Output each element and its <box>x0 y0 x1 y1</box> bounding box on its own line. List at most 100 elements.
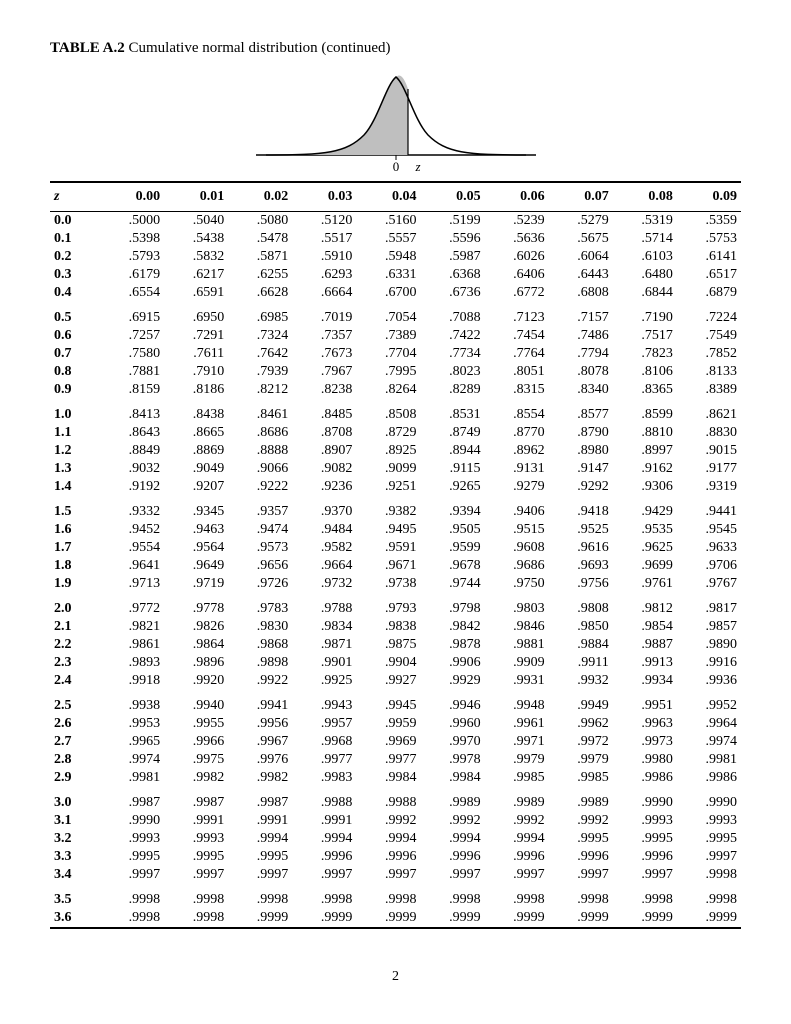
cell: .7852 <box>677 345 741 363</box>
cell: .9975 <box>164 751 228 769</box>
cell: .8980 <box>549 442 613 460</box>
table-row: 1.8.9641.9649.9656.9664.9671.9678.9686.9… <box>50 557 741 575</box>
axis-z-label: z <box>414 159 420 174</box>
cell: .9994 <box>228 830 292 848</box>
table-row: 2.7.9965.9966.9967.9968.9969.9970.9971.9… <box>50 733 741 751</box>
cell: .9887 <box>613 636 677 654</box>
cell: .9505 <box>420 521 484 539</box>
cell: .9441 <box>677 496 741 521</box>
cell: .9999 <box>228 909 292 928</box>
cell: .9750 <box>485 575 549 593</box>
cell: .9997 <box>485 866 549 884</box>
cell: .9664 <box>292 557 356 575</box>
cell: .9265 <box>420 478 484 496</box>
cell: .6985 <box>228 302 292 327</box>
cell: .9625 <box>613 539 677 557</box>
cell: .8729 <box>356 424 420 442</box>
cell: .9535 <box>613 521 677 539</box>
cell: .9066 <box>228 460 292 478</box>
table-row: 2.1.9821.9826.9830.9834.9838.9842.9846.9… <box>50 618 741 636</box>
cell: .8133 <box>677 363 741 381</box>
row-header: 1.0 <box>50 399 100 424</box>
table-row: 1.4.9192.9207.9222.9236.9251.9265.9279.9… <box>50 478 741 496</box>
cell: .9929 <box>420 672 484 690</box>
cell: .9756 <box>549 575 613 593</box>
cell: .8461 <box>228 399 292 424</box>
cell: .9671 <box>356 557 420 575</box>
cell: .9938 <box>100 690 164 715</box>
cell: .8413 <box>100 399 164 424</box>
cell: .9996 <box>420 848 484 866</box>
cell: .9525 <box>549 521 613 539</box>
cell: .9452 <box>100 521 164 539</box>
cell: .7422 <box>420 327 484 345</box>
cell: .5832 <box>164 248 228 266</box>
cell: .7764 <box>485 345 549 363</box>
table-row: 0.8.7881.7910.7939.7967.7995.8023.8051.8… <box>50 363 741 381</box>
row-header: 1.1 <box>50 424 100 442</box>
cell: .9995 <box>677 830 741 848</box>
cell: .6368 <box>420 266 484 284</box>
cell: .9656 <box>228 557 292 575</box>
cell: .8962 <box>485 442 549 460</box>
cell: .9988 <box>356 787 420 812</box>
row-header: 0.3 <box>50 266 100 284</box>
cell: .9649 <box>164 557 228 575</box>
cell: .9236 <box>292 478 356 496</box>
normal-curve-icon: 0 z <box>246 65 546 175</box>
cell: .9971 <box>485 733 549 751</box>
table-row: 2.0.9772.9778.9783.9788.9793.9798.9803.9… <box>50 593 741 618</box>
cell: .6808 <box>549 284 613 302</box>
cell: .8907 <box>292 442 356 460</box>
cell: .9996 <box>356 848 420 866</box>
table-row: 0.2.5793.5832.5871.5910.5948.5987.6026.6… <box>50 248 741 266</box>
table-row: 0.7.7580.7611.7642.7673.7704.7734.7764.7… <box>50 345 741 363</box>
cell: .9998 <box>677 866 741 884</box>
cell: .9960 <box>420 715 484 733</box>
cell: .6844 <box>613 284 677 302</box>
cell: .9927 <box>356 672 420 690</box>
cell: .9997 <box>549 866 613 884</box>
table-row: 3.1.9990.9991.9991.9991.9992.9992.9992.9… <box>50 812 741 830</box>
cell: .5557 <box>356 230 420 248</box>
cell: .7190 <box>613 302 677 327</box>
cell: .7291 <box>164 327 228 345</box>
cell: .9279 <box>485 478 549 496</box>
table-row: 3.3.9995.9995.9995.9996.9996.9996.9996.9… <box>50 848 741 866</box>
cell: .9761 <box>613 575 677 593</box>
cell: .9693 <box>549 557 613 575</box>
cell: .9945 <box>356 690 420 715</box>
row-header: 2.7 <box>50 733 100 751</box>
table-row: 1.7.9554.9564.9573.9582.9591.9599.9608.9… <box>50 539 741 557</box>
table-title-rest: Cumulative normal distribution (continue… <box>125 40 391 56</box>
table-row: 2.2.9861.9864.9868.9871.9875.9878.9881.9… <box>50 636 741 654</box>
row-header: 0.7 <box>50 345 100 363</box>
cell: .9989 <box>485 787 549 812</box>
cell: .9738 <box>356 575 420 593</box>
col-header: 0.09 <box>677 182 741 212</box>
cell: .9994 <box>420 830 484 848</box>
cell: .9147 <box>549 460 613 478</box>
cell: .6480 <box>613 266 677 284</box>
cell: .9251 <box>356 478 420 496</box>
cell: .8212 <box>228 381 292 399</box>
cell: .9463 <box>164 521 228 539</box>
cell: .9015 <box>677 442 741 460</box>
table-row: 2.5.9938.9940.9941.9943.9945.9946.9948.9… <box>50 690 741 715</box>
cell: .7454 <box>485 327 549 345</box>
cell: .9962 <box>549 715 613 733</box>
cell: .9951 <box>613 690 677 715</box>
table-row: 0.1.5398.5438.5478.5517.5557.5596.5636.5… <box>50 230 741 248</box>
cell: .5279 <box>549 212 613 231</box>
cell: .9999 <box>677 909 741 928</box>
cell: .9974 <box>100 751 164 769</box>
cell: .8340 <box>549 381 613 399</box>
cell: .7995 <box>356 363 420 381</box>
cell: .9997 <box>356 866 420 884</box>
cell: .9977 <box>356 751 420 769</box>
cell: .8830 <box>677 424 741 442</box>
cell: .9968 <box>292 733 356 751</box>
row-header: 3.6 <box>50 909 100 928</box>
cell: .9515 <box>485 521 549 539</box>
cell: .9949 <box>549 690 613 715</box>
